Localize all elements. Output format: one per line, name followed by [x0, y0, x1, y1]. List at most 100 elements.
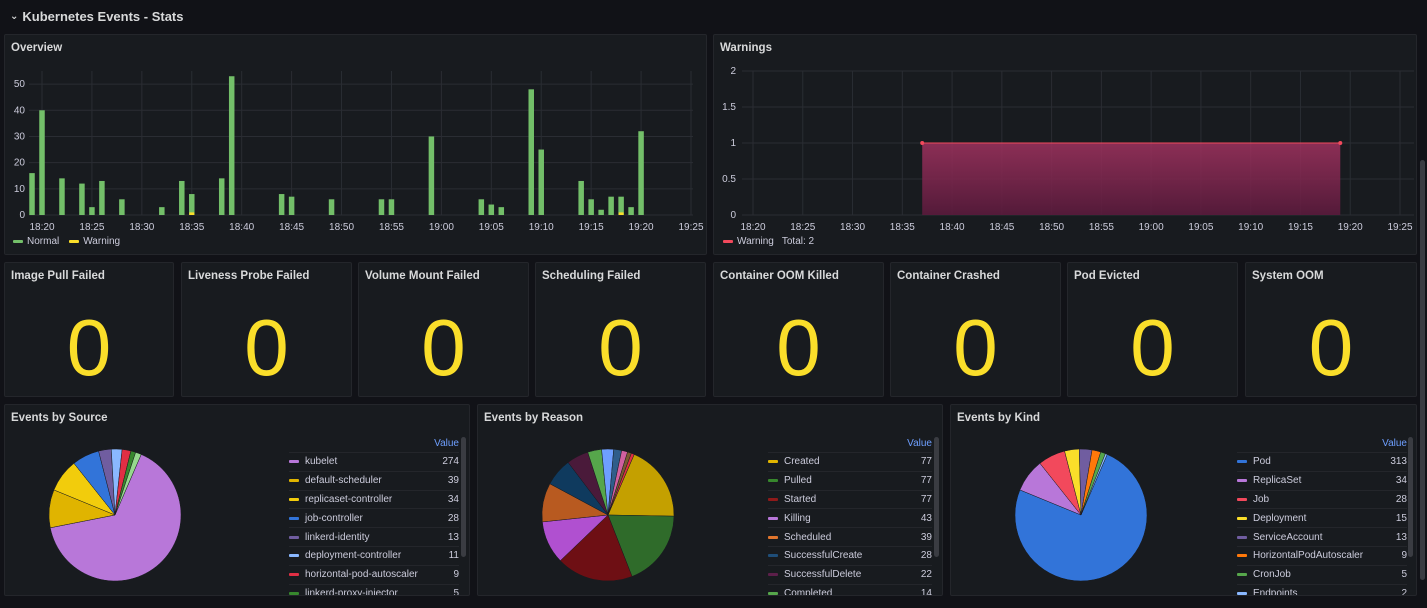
pie-legend-row[interactable]: Pod 313 [1237, 452, 1407, 471]
legend-swatch [1237, 479, 1247, 483]
pie-legend-row[interactable]: CronJob 5 [1237, 564, 1407, 584]
bar-normal [89, 207, 95, 215]
pie-legend-label-wrap: SuccessfulDelete [768, 569, 900, 580]
pie-panel-events-by-reason: Events by Reason Value Created 77 Pulled 77… [477, 404, 943, 596]
pie-legend-label-wrap: ReplicaSet [1237, 475, 1375, 486]
x-tick-label: 18:20 [740, 222, 765, 233]
panel-title: Volume Mount Failed [365, 270, 480, 282]
bar-normal [598, 209, 604, 215]
pie-legend-row[interactable]: ServiceAccount 13 [1237, 527, 1407, 546]
legend-swatch [69, 240, 80, 243]
x-tick-label: 18:50 [1039, 222, 1064, 233]
bar-normal [618, 196, 624, 215]
pie-legend-value: 274 [442, 456, 459, 468]
pie-slice-started [559, 514, 633, 582]
value-column-header[interactable]: Value [907, 438, 932, 449]
x-tick-label: 18:30 [840, 222, 865, 233]
bar-normal [218, 178, 225, 215]
stat-value: 0 [244, 302, 289, 392]
pie-legend-value: 5 [453, 587, 459, 596]
pie-legend-row[interactable]: ReplicaSet 34 [1237, 470, 1407, 490]
pie-legend-label-wrap: HorizontalPodAutoscaler [1237, 550, 1375, 561]
legend-swatch [1237, 460, 1247, 464]
pie-legend-row[interactable]: HorizontalPodAutoscaler 9 [1237, 545, 1407, 565]
legend-swatch [768, 516, 778, 520]
pie-panel-events-by-source: Events by Source Value kubelet 274 default… [4, 404, 470, 596]
pie-legend-row[interactable]: Job 28 [1237, 489, 1407, 509]
legend-label: Warning [83, 236, 121, 247]
pie-legend-value: 14 [920, 587, 932, 596]
pie-legend-label: replicaset-controller [305, 493, 393, 505]
scrollbar[interactable] [934, 437, 939, 557]
pie-legend-row[interactable]: Deployment 15 [1237, 508, 1407, 527]
pie-legend-row[interactable]: SuccessfulCreate 28 [768, 545, 932, 565]
pie-legend-label: deployment-controller [305, 550, 402, 562]
pie-legend-row[interactable]: Started 77 [768, 489, 932, 509]
panel-title: Events by Kind [957, 412, 1041, 424]
x-tick-label: 18:40 [940, 222, 965, 233]
x-tick-label: 18:50 [329, 222, 354, 233]
pie-slice-kubelet [49, 454, 182, 582]
bar-normal [608, 196, 614, 215]
pie-legend-label-wrap: job-controller [289, 513, 427, 524]
pie-legend-row[interactable]: Killing 43 [768, 508, 932, 527]
stat-scheduling-failed: Scheduling Failed 0 [535, 262, 706, 397]
pie-legend-row[interactable]: Scheduled 39 [768, 527, 932, 546]
legend-item-warning[interactable]: Warning [69, 236, 120, 247]
bar-normal [189, 194, 195, 215]
bar-normal [288, 196, 295, 215]
value-column-header[interactable]: Value [434, 438, 459, 449]
legend-item-normal[interactable]: Normal [13, 236, 59, 247]
pie-legend-row[interactable]: kubelet 274 [289, 452, 459, 471]
pie-legend-value: 28 [920, 550, 932, 562]
pie-legend-row[interactable]: Pulled 77 [768, 470, 932, 490]
pie-legend-value: 22 [920, 569, 932, 581]
pie-legend-label-wrap: Started [768, 494, 900, 505]
pie-legend-label-wrap: Deployment [1237, 513, 1375, 524]
bar-warning [189, 212, 195, 215]
bar-normal [159, 207, 165, 215]
pie-legend-row[interactable]: linkerd-proxy-injector 5 [289, 583, 459, 596]
page-scrollbar[interactable] [1420, 160, 1425, 580]
pie-legend-label-wrap: Scheduled [768, 532, 900, 543]
pie-legend-label-wrap: linkerd-proxy-injector [289, 588, 427, 595]
scrollbar[interactable] [1408, 437, 1413, 557]
row-header[interactable]: ⌄ Kubernetes Events - Stats [0, 0, 1427, 32]
pie-legend-row[interactable]: job-controller 28 [289, 508, 459, 527]
pie-slice-endpoints [1080, 453, 1108, 516]
pie-legend-label: ServiceAccount [1253, 531, 1323, 543]
pie-legend-row[interactable]: default-scheduler 39 [289, 470, 459, 490]
stat-value: 0 [953, 302, 998, 392]
panel-title: Image Pull Failed [11, 270, 105, 282]
pie-legend-row[interactable]: deployment-controller 11 [289, 545, 459, 565]
pie-legend-value: 15 [1395, 512, 1407, 524]
pie-legend-row[interactable]: Created 77 [768, 452, 932, 471]
pie-legend-value: 13 [1395, 531, 1407, 543]
pie-legend-row[interactable]: Endpoints 2 [1237, 583, 1407, 595]
pie-legend-row[interactable]: Completed 14 [768, 583, 932, 596]
pie-chart [541, 448, 675, 582]
pie-legend-label-wrap: horizontal-pod-autoscaler [289, 569, 427, 580]
pie-legend-row[interactable]: horizontal-pod-autoscaler 9 [289, 564, 459, 584]
pie-legend-label: default-scheduler [305, 475, 382, 487]
panel-title: Events by Source [11, 412, 108, 424]
scrollbar[interactable] [461, 437, 466, 557]
panel-title: Events by Reason [484, 412, 584, 424]
pie-legend-rows: kubelet 274 default-scheduler 39 replicaset-… [289, 452, 459, 596]
row-title: Kubernetes Events - Stats [22, 8, 184, 24]
pie-legend-row[interactable]: SuccessfulDelete 22 [768, 564, 932, 584]
pie-legend-label-wrap: replicaset-controller [289, 494, 427, 505]
pie-legend-row[interactable]: replicaset-controller 34 [289, 489, 459, 509]
x-tick-label: 18:45 [989, 222, 1014, 233]
warning-area [922, 143, 1341, 215]
bar-normal [498, 207, 505, 215]
value-column-header[interactable]: Value [1382, 438, 1407, 449]
x-tick-label: 18:25 [79, 222, 104, 233]
chevron-down-icon[interactable]: ⌄ [10, 10, 19, 22]
pie-legend-row[interactable]: linkerd-identity 13 [289, 527, 459, 546]
legend-swatch [289, 573, 299, 577]
pie-legend-label-wrap: Endpoints [1237, 588, 1375, 595]
stat-volume-mount-failed: Volume Mount Failed 0 [358, 262, 529, 397]
legend-swatch [289, 554, 299, 558]
legend-item-warning[interactable]: Warning Total: 2 [723, 236, 814, 247]
